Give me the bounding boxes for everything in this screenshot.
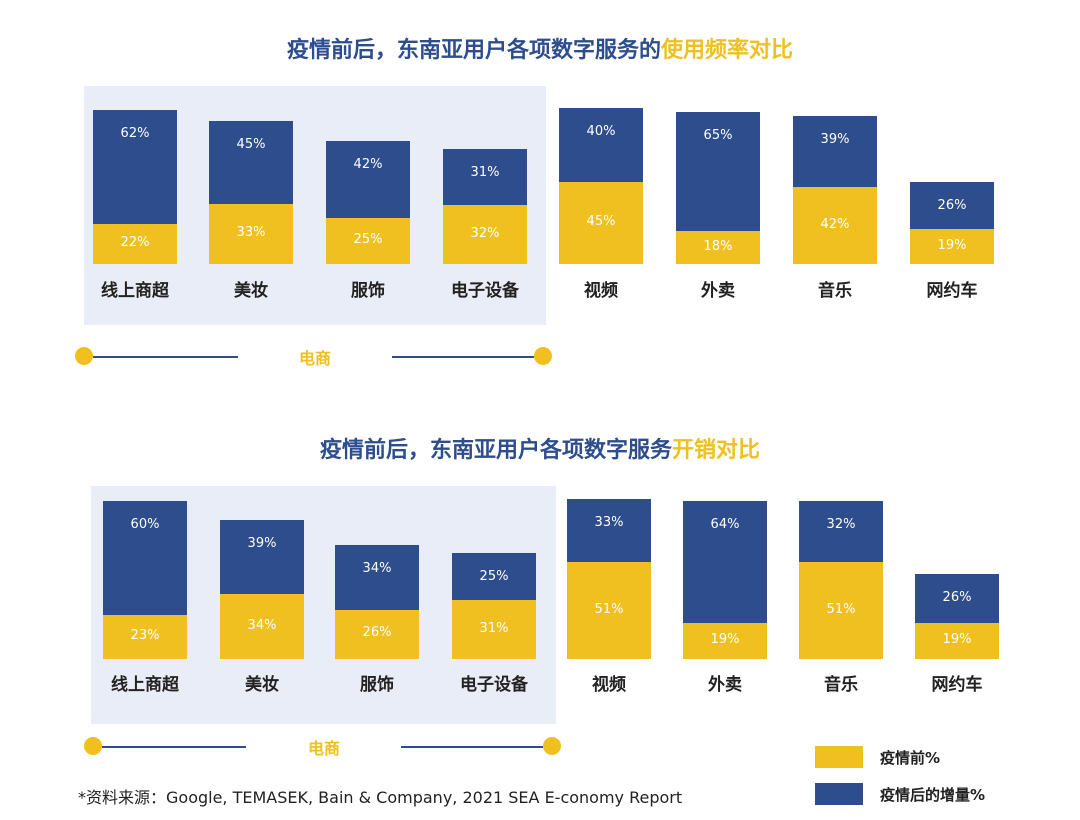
bar-before [326, 218, 410, 264]
value-label-increase: 39% [247, 536, 277, 552]
category-label: 音乐 [818, 281, 852, 301]
value-label-increase: 64% [710, 517, 740, 533]
bar-before [103, 615, 187, 659]
chart-title-spending: 疫情前后，东南亚用户各项数字服务开销对比 [319, 438, 761, 463]
value-label-before: 26% [362, 625, 392, 641]
category-label: 外卖 [701, 281, 735, 301]
value-label-before: 23% [130, 628, 160, 644]
bar-increase [915, 573, 999, 623]
ecommerce-right-line [401, 746, 543, 748]
value-label-before: 51% [594, 601, 624, 617]
bar-before [452, 600, 536, 659]
value-label-increase: 34% [362, 561, 392, 576]
ecommerce-left-dot [84, 737, 102, 755]
bar-before [683, 622, 767, 659]
value-label-increase: 62% [120, 126, 150, 142]
legend-swatch-before [815, 746, 863, 768]
legend-label-before: 疫情前% [880, 749, 941, 767]
bar-before [915, 622, 999, 659]
value-label-before: 33% [236, 224, 266, 240]
value-label-increase: 25% [479, 568, 509, 584]
value-label-increase: 39% [820, 131, 850, 147]
value-label-increase: 33% [594, 515, 624, 531]
bar-increase [452, 552, 536, 601]
category-label: 服饰 [360, 675, 394, 695]
source-note: *资料来源：Google, TEMASEK, Bain & Company, 2… [78, 788, 683, 807]
value-label-before: 19% [710, 631, 740, 647]
bar-before [209, 203, 293, 264]
category-label: 服饰 [351, 281, 385, 301]
value-label-before: 18% [703, 238, 733, 254]
ecommerce-left-line [93, 356, 238, 358]
ecommerce-label: 电商 [298, 349, 331, 368]
bar-increase [793, 115, 877, 188]
ecommerce-left-dot [75, 347, 93, 365]
ecommerce-label: 电商 [307, 739, 340, 758]
chart-title-usage: 疫情前后，东南亚用户各项数字服务的使用频率对比 [286, 38, 794, 63]
category-label: 电子设备 [451, 281, 519, 301]
value-label-before: 25% [353, 232, 383, 248]
ecommerce-right-dot [543, 737, 561, 755]
bar-increase [335, 545, 419, 610]
value-label-before: 32% [470, 225, 500, 241]
value-label-increase: 31% [470, 164, 500, 180]
category-label: 音乐 [824, 675, 858, 695]
category-label: 美妆 [234, 281, 268, 301]
bar-before [443, 205, 527, 264]
bar-before [335, 609, 419, 659]
bar-increase [220, 520, 304, 595]
bar-before [793, 187, 877, 264]
bar-increase [559, 108, 643, 182]
bar-increase [799, 501, 883, 563]
legend-label-increase: 疫情后的增量% [880, 786, 986, 804]
category-label: 外卖 [708, 675, 742, 695]
value-label-before: 51% [826, 601, 856, 617]
bar-increase [326, 141, 410, 219]
bar-increase [910, 181, 994, 230]
category-label: 视频 [592, 675, 626, 695]
legend-swatch-increase [815, 783, 863, 805]
category-label: 美妆 [245, 675, 279, 695]
bar-before [220, 594, 304, 659]
bar-increase [567, 499, 651, 563]
bar-before [910, 229, 994, 264]
value-label-increase: 45% [236, 137, 266, 153]
bar-before [559, 181, 643, 264]
category-label: 线上商超 [101, 281, 169, 301]
value-label-before: 45% [586, 213, 616, 229]
ecommerce-right-line [392, 356, 534, 358]
category-label: 网约车 [931, 675, 983, 695]
value-label-increase: 65% [703, 128, 733, 144]
value-label-before: 31% [479, 620, 509, 636]
bar-before [676, 231, 760, 264]
value-label-before: 42% [820, 216, 850, 232]
ecommerce-right-dot [534, 347, 552, 365]
value-label-increase: 42% [353, 157, 383, 173]
bar-before [93, 223, 177, 264]
value-label-increase: 40% [586, 124, 616, 140]
value-label-increase: 60% [130, 517, 160, 533]
category-label: 视频 [584, 281, 618, 301]
value-label-increase: 32% [826, 517, 856, 533]
category-label: 网约车 [926, 281, 978, 301]
bar-increase [209, 121, 293, 204]
category-label: 线上商超 [111, 675, 179, 695]
value-label-increase: 26% [937, 197, 967, 213]
bar-increase [443, 148, 527, 206]
bar-increase [676, 112, 760, 232]
value-label-before: 22% [120, 234, 150, 250]
value-label-before: 19% [942, 631, 972, 647]
bar-before [799, 562, 883, 659]
value-label-before: 34% [247, 617, 277, 633]
category-label: 电子设备 [460, 675, 528, 695]
value-label-before: 19% [937, 237, 967, 253]
bar-before [567, 562, 651, 659]
value-label-increase: 26% [942, 589, 972, 605]
ecommerce-left-line [102, 746, 246, 748]
bar-increase [103, 501, 187, 616]
bar-increase [93, 110, 177, 224]
bar-increase [683, 501, 767, 623]
